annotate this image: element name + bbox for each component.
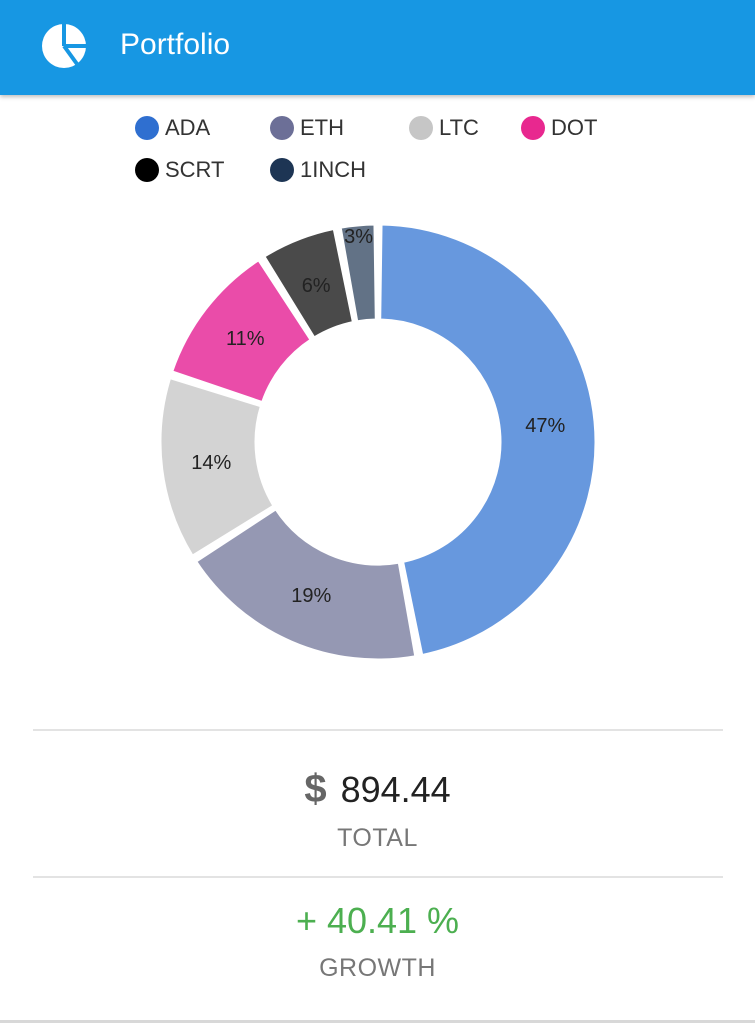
donut-slice-dot[interactable] [169, 257, 314, 405]
legend-label-ltc: LTC [439, 115, 479, 140]
total-amount: 894.44 [340, 769, 451, 810]
legend-swatch-ada [135, 116, 159, 140]
legend-label-scrt: SCRT [165, 157, 225, 182]
donut-label-ltc: 14% [191, 452, 231, 474]
legend-item-ada[interactable]: ADA [135, 113, 210, 143]
donut-slice-eth[interactable] [193, 506, 418, 662]
divider-top [33, 729, 723, 731]
legend-swatch-dot [521, 116, 545, 140]
pie-chart-icon [42, 24, 86, 68]
legend-label-1inch: 1INCH [300, 157, 367, 182]
legend-swatch-ltc [409, 116, 433, 140]
donut-label-1inch: 3% [344, 226, 373, 248]
donut-label-eth: 19% [291, 585, 331, 607]
legend-item-1inch[interactable]: 1INCH [270, 155, 366, 185]
total-value: $894.44 [0, 765, 755, 814]
donut-slice-ada[interactable] [378, 222, 598, 658]
currency-symbol: $ [304, 767, 327, 811]
donut-slice-scrt[interactable] [261, 226, 356, 341]
bottom-edge [0, 1020, 755, 1023]
legend-label-eth: ETH [300, 115, 344, 140]
donut-slice-1inch[interactable] [338, 222, 378, 324]
legend-label-ada: ADA [165, 115, 211, 140]
legend-swatch-1inch [270, 158, 294, 182]
legend-label-dot: DOT [551, 115, 598, 140]
legend-item-ltc[interactable]: LTC [409, 113, 479, 143]
growth-label: GROWTH [319, 954, 436, 982]
total-label: TOTAL [337, 824, 418, 852]
app-header: Portfolio [0, 0, 755, 95]
growth-value: + 40.41 % [295, 900, 460, 941]
page-title: Portfolio [120, 28, 231, 61]
legend-item-dot[interactable]: DOT [521, 113, 597, 143]
portfolio-donut-chart: 47% 19% 14% 11% 6% 3% [158, 222, 598, 662]
donut-label-scrt: 6% [302, 275, 331, 297]
legend-swatch-eth [270, 116, 294, 140]
donut-label-ada: 47% [525, 415, 565, 437]
donut-label-dot: 11% [226, 328, 265, 350]
donut-slice-ltc[interactable] [158, 375, 277, 559]
divider-middle [33, 876, 723, 878]
legend-item-eth[interactable]: ETH [270, 113, 344, 143]
legend-item-scrt[interactable]: SCRT [135, 155, 225, 185]
legend-swatch-scrt [135, 158, 159, 182]
